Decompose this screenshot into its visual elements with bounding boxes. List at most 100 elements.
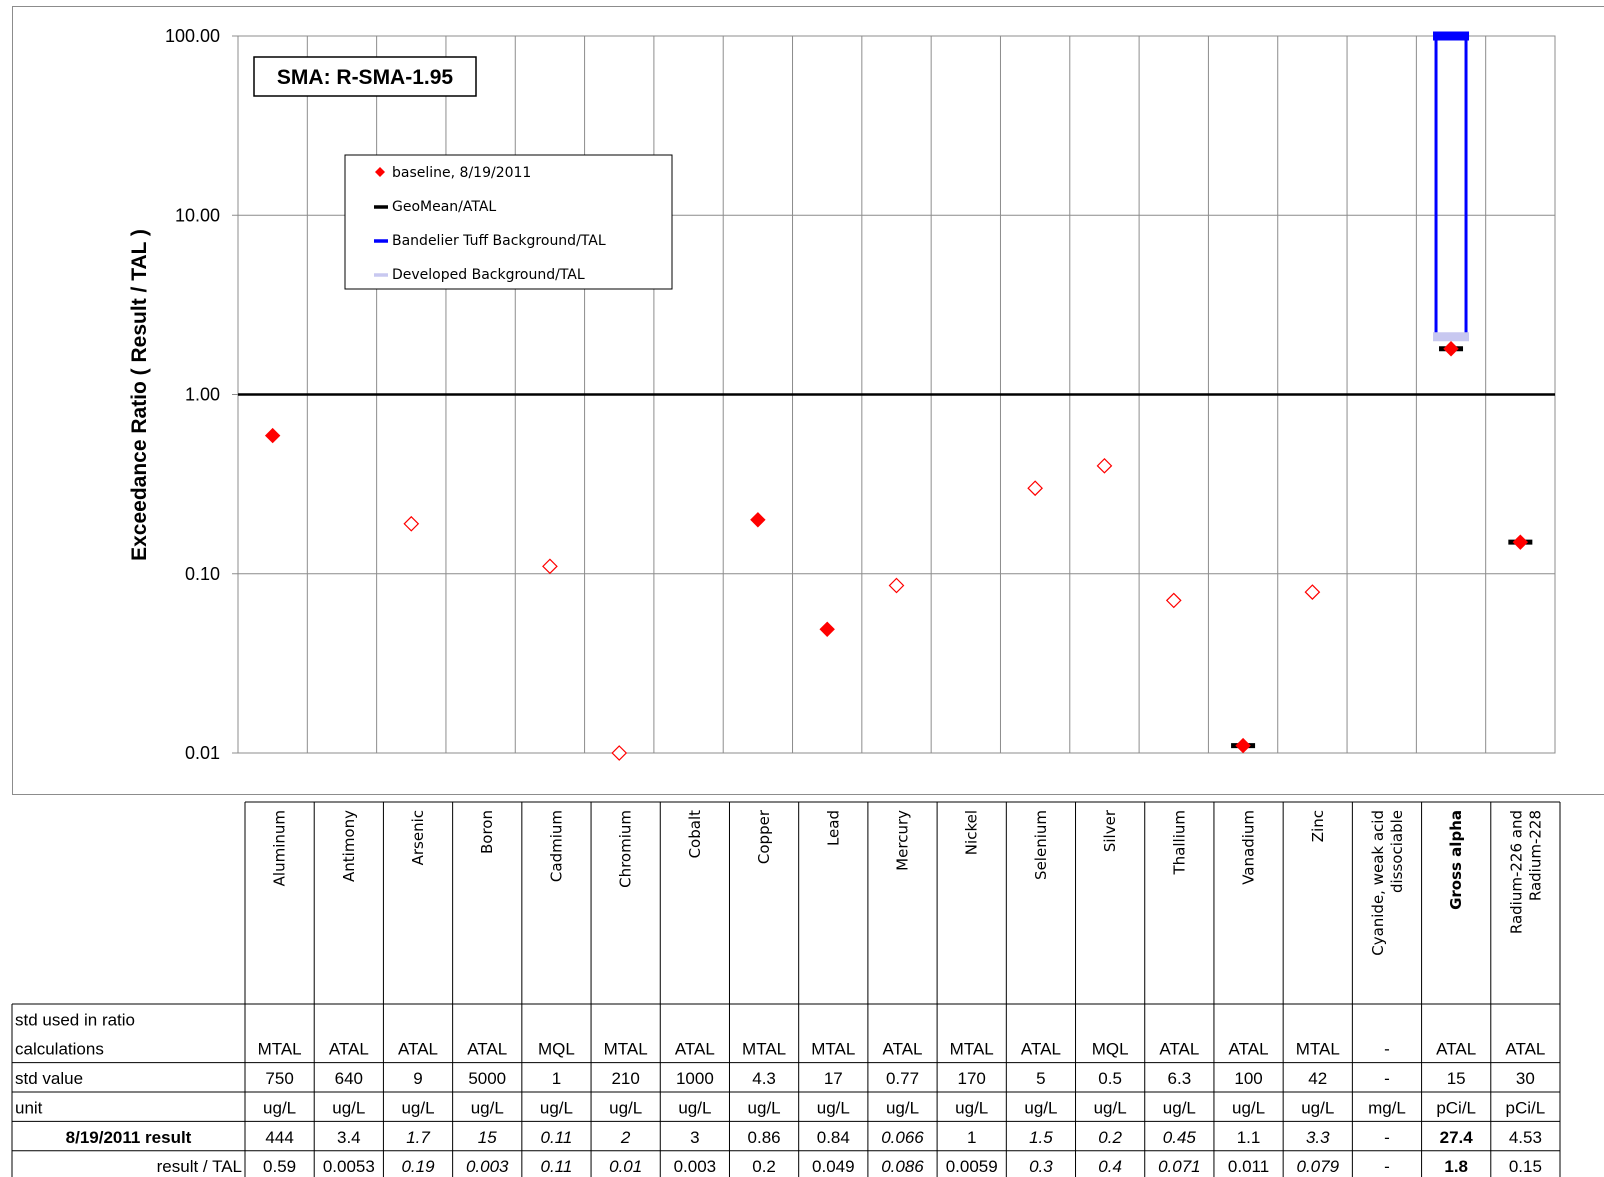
table-cell: 1.7: [406, 1128, 430, 1147]
table-cell: ug/L: [540, 1098, 573, 1117]
table-cell: ATAL: [1229, 1040, 1269, 1059]
table-cell: 3.4: [337, 1128, 361, 1147]
y-tick-label: 0.10: [185, 564, 220, 584]
row-label: result / TAL: [157, 1157, 242, 1176]
table-cell: MQL: [1092, 1040, 1129, 1059]
data-point: [403, 515, 420, 532]
table-cell: ug/L: [471, 1098, 504, 1117]
table-cell: ug/L: [1024, 1098, 1057, 1117]
table-cell: ug/L: [748, 1098, 781, 1117]
data-point: [888, 577, 905, 594]
table-cell: 5: [1036, 1069, 1045, 1088]
column-header: Silver: [1101, 809, 1119, 852]
table-cell: MTAL: [258, 1040, 302, 1059]
table-cell: pCi/L: [1436, 1098, 1476, 1117]
column-header: Gross alpha: [1447, 810, 1465, 910]
table-cell: 17: [824, 1069, 843, 1088]
row-label: std value: [15, 1069, 83, 1088]
data-point: [264, 427, 281, 444]
table-cell: ATAL: [467, 1040, 507, 1059]
data-point: [1512, 534, 1529, 550]
data-point: [1304, 584, 1321, 600]
table-cell: 0.19: [401, 1157, 435, 1176]
table-cell: 1: [552, 1069, 561, 1088]
table-cell: ATAL: [1159, 1040, 1199, 1059]
row-label: std used in ratio calculations: [15, 1011, 135, 1059]
table-cell: ug/L: [1301, 1098, 1334, 1117]
y-tick-label: 1.00: [185, 385, 220, 405]
legend-label: baseline, 8/19/2011: [392, 165, 531, 181]
column-header: Copper: [755, 809, 773, 864]
table-cell: 27.4: [1440, 1128, 1474, 1147]
table-cell: ug/L: [263, 1098, 296, 1117]
table-cell: 0.011: [1228, 1157, 1269, 1176]
table-cell: 0.59: [263, 1157, 296, 1176]
column-header: Cyanide, weak aciddissociable: [1369, 810, 1406, 956]
legend-label: Bandelier Tuff Background/TAL: [392, 233, 606, 249]
table-cell: 3: [690, 1128, 699, 1147]
table-cell: 1.5: [1029, 1128, 1053, 1147]
y-tick-label: 10.00: [175, 205, 220, 225]
column-header: Cadmium: [547, 810, 565, 882]
table-cell: 0.15: [1509, 1157, 1542, 1176]
table-cell: 1: [967, 1128, 976, 1147]
data-point: [819, 621, 835, 637]
table-cell: 0.3: [1029, 1157, 1053, 1176]
column-header: Vanadium: [1240, 810, 1258, 885]
table-cell: mg/L: [1368, 1098, 1406, 1117]
table-cell: 9: [413, 1069, 422, 1088]
table-cell: ug/L: [678, 1098, 711, 1117]
table-cell: ATAL: [1505, 1040, 1545, 1059]
table-cell: ATAL: [329, 1040, 369, 1059]
column-header: Thallium: [1170, 810, 1188, 875]
table-cell: 444: [265, 1128, 293, 1147]
table-cell: -: [1384, 1157, 1390, 1176]
legend: baseline, 8/19/2011 GeoMean/ATAL Bandelier…: [344, 154, 673, 290]
legend-marker: [375, 167, 385, 177]
table-cell: 3.3: [1306, 1128, 1330, 1147]
table-cell: 210: [611, 1069, 639, 1088]
column-header: Boron: [478, 810, 496, 854]
legend-border: [344, 154, 673, 290]
table-cell: ug/L: [1163, 1098, 1196, 1117]
table-cell: ug/L: [401, 1098, 434, 1117]
table-cell: 0.45: [1163, 1128, 1197, 1147]
table-cell: 0.11: [541, 1157, 573, 1176]
table-cell: 0.049: [812, 1157, 855, 1176]
table-cell: 6.3: [1168, 1069, 1192, 1088]
table-cell: MQL: [538, 1040, 575, 1059]
column-header: Aluminum: [271, 810, 289, 886]
table-cell: ug/L: [1094, 1098, 1127, 1117]
row-label: unit: [15, 1098, 43, 1117]
column-header: Antimony: [340, 810, 358, 882]
y-tick-label: 100.00: [165, 26, 220, 46]
table-cell: MTAL: [811, 1040, 855, 1059]
legend-label: GeoMean/ATAL: [392, 199, 496, 215]
table-cell: -: [1384, 1128, 1390, 1147]
table-cell: ATAL: [675, 1040, 715, 1059]
table-cell: 0.0059: [946, 1157, 998, 1176]
table-cell: 640: [335, 1069, 363, 1088]
chart-title-box: SMA: R-SMA-1.95: [253, 56, 477, 97]
data-point: [1443, 341, 1459, 357]
table-cell: MTAL: [1296, 1040, 1340, 1059]
exceedance-chart: 100.00 10.00 1.00 0.10 0.01 Exceedance Ratio …: [128, 26, 1556, 763]
table-cell: 0.0053: [323, 1157, 375, 1176]
column-header: Nickel: [963, 810, 981, 855]
table-cell: 0.01: [609, 1157, 642, 1176]
table-cell: -: [1384, 1069, 1390, 1088]
column-header: Cobalt: [686, 810, 704, 859]
table-cell: 4.53: [1509, 1128, 1542, 1147]
table-cell: 1.1: [1237, 1128, 1261, 1147]
table-cell: 0.5: [1098, 1069, 1122, 1088]
column-header: Lead: [824, 810, 842, 846]
data-point: [611, 745, 628, 761]
table-cell: 0.066: [881, 1128, 924, 1147]
table-cell: 750: [265, 1069, 293, 1088]
data-point: [1235, 737, 1251, 754]
data-point: [1027, 480, 1043, 497]
table-cell: 100: [1234, 1069, 1262, 1088]
data-point: [1165, 592, 1182, 609]
table-cell: 4.3: [752, 1069, 776, 1088]
table-cell: 0.84: [817, 1128, 850, 1147]
